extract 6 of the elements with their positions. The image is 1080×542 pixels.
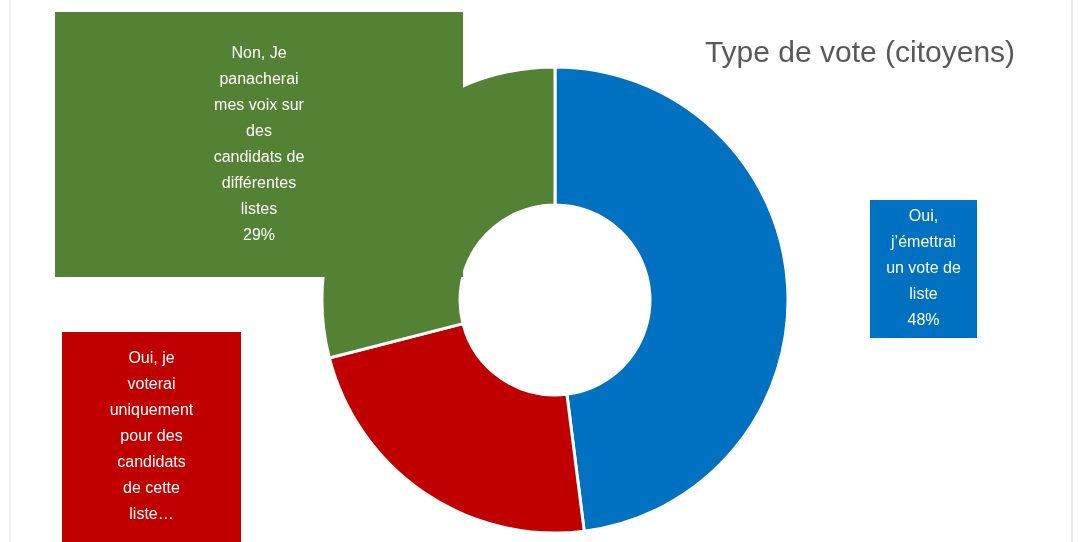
slice-label: Oui, je voterai uniquement pour des candidats de cette liste…	[109, 349, 194, 523]
chart-title: Type de vote (citoyens)	[704, 35, 1016, 68]
data-label: 48%	[907, 311, 940, 329]
data-label: 29%	[242, 225, 276, 243]
slice-label: Non, Je panacherai mes voix sur des candidats de différentes listes	[213, 43, 305, 217]
slice-label: Oui, j’émettrai un vote de liste	[886, 207, 961, 303]
